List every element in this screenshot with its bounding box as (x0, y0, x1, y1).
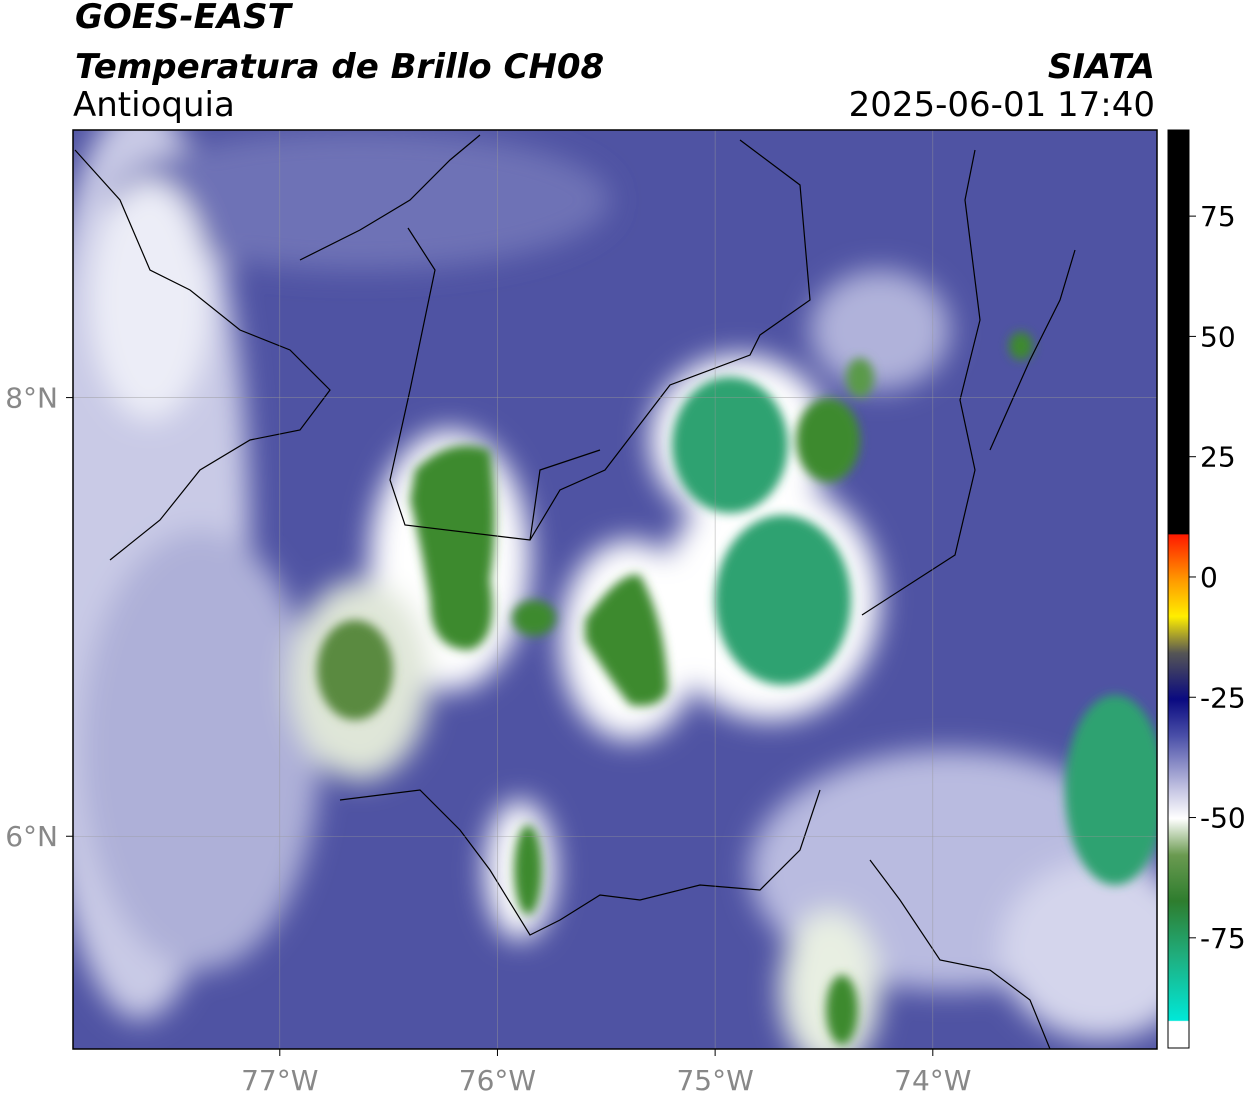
y-tick-label: 6°N (5, 820, 58, 853)
y-tick-label: 8°N (5, 382, 58, 415)
colorbar (1167, 129, 1190, 1049)
title: GOES-EAST (75, 0, 294, 37)
subtitle: Temperatura de Brillo CH08 (75, 47, 604, 87)
colorbar-tick-label: 50 (1200, 320, 1236, 353)
region: Antioquia (73, 85, 235, 125)
colorbar-tick-label: 25 (1200, 441, 1236, 474)
colorbar-tick-label: 0 (1200, 561, 1218, 594)
map-frame (72, 129, 1158, 1050)
x-tick-label: 77°W (241, 1064, 318, 1097)
convective-cores (317, 332, 1157, 1045)
datetime: 2025-06-01 17:40 (849, 85, 1155, 125)
x-tick-label: 76°W (459, 1064, 536, 1097)
colorbar-tick-label: 75 (1200, 200, 1236, 233)
colorbar-tick-label: -50 (1200, 802, 1246, 835)
satellite-image (73, 130, 1157, 1049)
colorbar-tick-label: -75 (1200, 922, 1246, 955)
source: SIATA (1048, 47, 1155, 87)
colorbar-tick-label: -25 (1200, 681, 1246, 714)
x-tick-label: 75°W (676, 1064, 753, 1097)
x-tick-label: 74°W (894, 1064, 971, 1097)
borders (74, 134, 1076, 1049)
graticule (73, 130, 1157, 1049)
